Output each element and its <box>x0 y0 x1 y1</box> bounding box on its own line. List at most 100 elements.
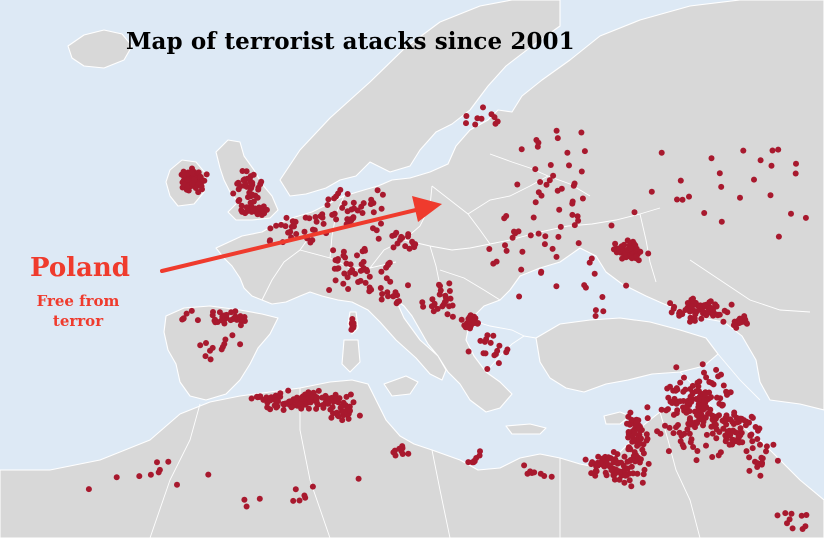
attack-marker <box>679 196 686 203</box>
attack-marker <box>340 408 347 415</box>
attack-marker <box>546 177 553 184</box>
attack-marker <box>231 315 238 322</box>
attack-marker <box>379 191 386 198</box>
attack-marker <box>616 476 623 483</box>
attack-marker <box>702 303 709 310</box>
attack-marker <box>248 182 255 189</box>
attack-marker <box>635 425 642 432</box>
attack-marker <box>643 431 650 438</box>
attack-marker <box>548 473 555 480</box>
attack-marker <box>695 404 702 411</box>
attack-marker <box>165 458 172 465</box>
attack-marker <box>714 312 721 319</box>
attack-marker <box>313 405 320 412</box>
attack-marker <box>637 440 644 447</box>
sardinia <box>341 339 361 373</box>
attack-marker <box>345 286 352 292</box>
attack-marker <box>256 495 263 502</box>
attack-marker <box>554 135 561 142</box>
attack-marker <box>665 448 672 455</box>
attack-marker <box>541 241 548 248</box>
attack-marker <box>333 216 340 223</box>
attack-marker <box>472 121 479 128</box>
attack-marker <box>188 307 195 314</box>
attack-marker <box>405 450 412 457</box>
attack-marker <box>495 360 502 367</box>
attack-marker <box>271 402 278 409</box>
attack-marker <box>537 179 544 185</box>
attack-marker <box>602 469 609 476</box>
attack-marker <box>703 442 709 449</box>
attack-marker <box>305 405 312 412</box>
attack-marker <box>553 127 560 134</box>
attack-marker <box>357 267 364 274</box>
attack-marker <box>334 257 341 264</box>
attack-marker <box>285 387 292 394</box>
attack-marker <box>582 456 589 463</box>
attack-marker <box>752 424 759 430</box>
attack-marker <box>490 332 497 339</box>
attack-marker <box>555 233 562 240</box>
attack-marker <box>632 458 639 465</box>
attack-marker <box>197 342 204 349</box>
attack-marker <box>693 388 700 395</box>
attack-marker <box>296 497 303 504</box>
attack-marker <box>329 211 336 218</box>
attack-marker <box>285 229 292 236</box>
attack-marker <box>676 310 683 317</box>
attack-marker <box>671 395 678 402</box>
crete <box>505 423 547 435</box>
attack-marker <box>624 465 631 472</box>
attack-marker <box>209 312 216 319</box>
attack-marker <box>726 441 733 448</box>
attack-marker <box>309 483 316 490</box>
attack-marker <box>465 315 472 322</box>
attack-marker <box>706 299 713 306</box>
attack-marker <box>608 467 615 474</box>
attack-marker <box>686 193 692 200</box>
arrow-head <box>412 196 442 222</box>
attack-marker <box>774 512 781 519</box>
attack-marker <box>532 166 539 173</box>
attack-marker <box>798 512 805 519</box>
attack-marker <box>553 253 560 260</box>
attack-marker <box>113 474 120 481</box>
attack-marker <box>688 398 695 405</box>
attack-marker <box>775 146 782 153</box>
attack-marker <box>730 322 737 329</box>
attack-marker <box>478 115 485 122</box>
attack-marker <box>355 279 362 285</box>
attack-marker <box>673 385 680 392</box>
attack-marker <box>588 470 595 477</box>
attack-marker <box>494 347 501 354</box>
attack-marker <box>581 148 588 155</box>
attack-marker <box>85 486 92 493</box>
attack-marker <box>670 430 677 437</box>
attack-marker <box>197 173 204 180</box>
attack-marker <box>658 406 665 413</box>
attack-marker <box>713 366 720 373</box>
attack-marker <box>712 421 719 428</box>
attack-marker <box>578 168 585 175</box>
attack-marker <box>763 443 770 450</box>
mainland-europe <box>215 0 824 413</box>
attack-marker <box>741 313 748 320</box>
cyprus <box>603 411 631 425</box>
attack-marker <box>484 366 491 372</box>
attack-marker <box>503 247 510 254</box>
attack-marker <box>399 234 406 241</box>
attack-marker <box>627 446 634 453</box>
attack-marker <box>694 412 700 419</box>
attack-marker <box>248 395 255 402</box>
attack-marker <box>235 186 242 193</box>
attack-marker <box>263 206 270 213</box>
attack-marker <box>703 431 710 438</box>
attack-marker <box>749 414 756 421</box>
attack-marker <box>230 190 237 197</box>
attack-marker <box>554 187 561 194</box>
attack-marker <box>763 448 769 455</box>
attack-marker <box>701 210 708 216</box>
attack-marker <box>237 341 244 348</box>
attack-marker <box>250 198 257 205</box>
